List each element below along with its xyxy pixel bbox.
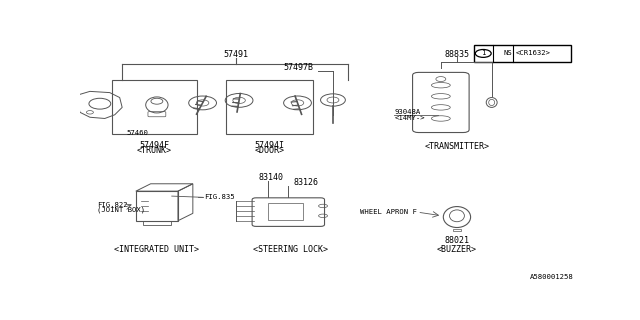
Text: 57494F: 57494F	[140, 141, 170, 150]
Text: <STEERING LOCK>: <STEERING LOCK>	[253, 244, 328, 253]
Text: WHEEL APRON F: WHEEL APRON F	[360, 209, 417, 215]
Bar	[474, 45, 571, 62]
Text: A580001258: A580001258	[530, 274, 573, 280]
Text: <CR1632>: <CR1632>	[515, 51, 550, 56]
Text: 57497B: 57497B	[284, 63, 313, 72]
Bar	[269, 204, 303, 220]
Text: (JOINT BOX): (JOINT BOX)	[97, 207, 145, 213]
Text: 1: 1	[481, 51, 485, 56]
Text: 83140: 83140	[259, 173, 284, 182]
Bar	[112, 80, 196, 134]
Text: FIG.835: FIG.835	[204, 194, 235, 200]
Text: <TRUNK>: <TRUNK>	[137, 146, 172, 155]
Text: 57491: 57491	[224, 50, 249, 59]
Text: NS: NS	[503, 51, 512, 56]
Text: <BUZZER>: <BUZZER>	[437, 244, 477, 253]
Text: 88021: 88021	[444, 236, 470, 245]
Text: 57460: 57460	[126, 130, 148, 136]
Text: 83126: 83126	[293, 178, 318, 187]
Text: <14MY->: <14MY->	[395, 116, 426, 122]
Text: 88835: 88835	[444, 50, 470, 59]
Bar	[227, 80, 313, 134]
Text: FIG.822: FIG.822	[97, 202, 128, 208]
Text: <DOOR>: <DOOR>	[255, 146, 284, 155]
Text: <INTEGRATED UNIT>: <INTEGRATED UNIT>	[115, 244, 200, 253]
Text: <TRANSMITTER>: <TRANSMITTER>	[424, 142, 490, 151]
Text: 93048A: 93048A	[395, 109, 421, 115]
Bar	[143, 221, 170, 225]
Bar	[136, 191, 178, 221]
Text: 57494I: 57494I	[255, 141, 284, 150]
